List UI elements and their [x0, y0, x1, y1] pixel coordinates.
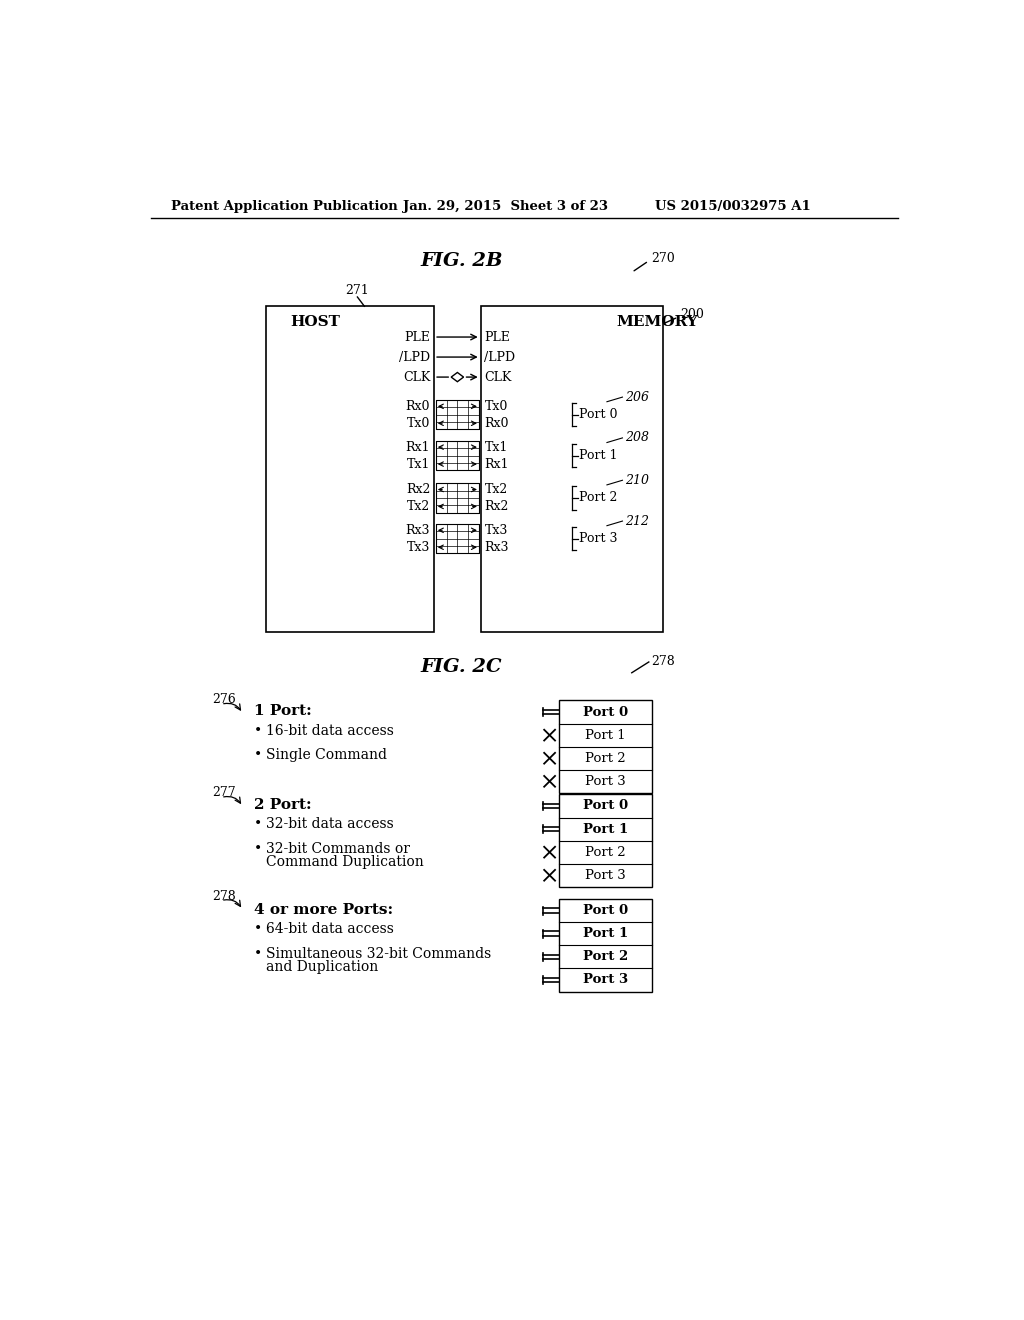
- Bar: [435, 483, 479, 512]
- Text: 200: 200: [680, 308, 703, 321]
- Bar: [435, 524, 479, 553]
- Text: CLK: CLK: [402, 371, 430, 384]
- Text: HOST: HOST: [291, 314, 341, 329]
- Text: Port 0: Port 0: [583, 705, 628, 718]
- Text: Tx3: Tx3: [407, 541, 430, 554]
- Text: Rx0: Rx0: [484, 417, 509, 430]
- Text: MEMORY: MEMORY: [616, 314, 698, 329]
- Text: •: •: [254, 723, 262, 738]
- Text: 278: 278: [651, 656, 675, 668]
- Text: 64-bit data access: 64-bit data access: [266, 923, 394, 936]
- Text: Port 3: Port 3: [583, 973, 628, 986]
- Text: Port 3: Port 3: [585, 869, 626, 882]
- Bar: [559, 795, 652, 887]
- Text: 32-bit data access: 32-bit data access: [266, 817, 393, 832]
- Bar: [435, 400, 479, 429]
- Text: 277: 277: [212, 787, 236, 800]
- Text: Rx0: Rx0: [406, 400, 430, 413]
- Text: Rx2: Rx2: [406, 483, 430, 496]
- Text: 212: 212: [625, 515, 649, 528]
- Text: Port 2: Port 2: [579, 491, 617, 504]
- Text: Port 2: Port 2: [585, 751, 626, 764]
- Text: •: •: [254, 946, 262, 961]
- Text: and Duplication: and Duplication: [266, 960, 378, 974]
- Text: PLE: PLE: [404, 330, 430, 343]
- Text: 278: 278: [212, 890, 236, 903]
- Text: •: •: [254, 842, 262, 857]
- Text: Port 1: Port 1: [579, 449, 617, 462]
- Text: Port 2: Port 2: [585, 846, 626, 859]
- Text: Port 1: Port 1: [585, 729, 626, 742]
- Text: 210: 210: [625, 474, 649, 487]
- Text: Port 1: Port 1: [583, 927, 628, 940]
- Text: 16-bit data access: 16-bit data access: [266, 723, 394, 738]
- Text: Tx2: Tx2: [484, 483, 508, 496]
- Text: FIG. 2C: FIG. 2C: [421, 657, 502, 676]
- Text: 206: 206: [625, 391, 649, 404]
- Text: Rx1: Rx1: [484, 458, 509, 471]
- Text: Port 3: Port 3: [579, 532, 617, 545]
- Text: US 2015/0032975 A1: US 2015/0032975 A1: [655, 199, 811, 213]
- Text: 32-bit Commands or: 32-bit Commands or: [266, 842, 410, 857]
- Text: Rx3: Rx3: [406, 524, 430, 537]
- Text: Port 0: Port 0: [583, 800, 628, 813]
- Bar: [266, 306, 434, 632]
- Text: 4 or more Ports:: 4 or more Ports:: [254, 903, 392, 917]
- Text: Port 0: Port 0: [583, 904, 628, 917]
- Text: Tx1: Tx1: [484, 441, 508, 454]
- Text: Tx0: Tx0: [407, 417, 430, 430]
- Text: Tx1: Tx1: [407, 458, 430, 471]
- Bar: [559, 899, 652, 991]
- Bar: [559, 701, 652, 793]
- Polygon shape: [452, 372, 464, 381]
- Text: Port 0: Port 0: [579, 408, 617, 421]
- Text: Port 1: Port 1: [583, 822, 628, 836]
- Text: Tx2: Tx2: [407, 500, 430, 513]
- Text: 208: 208: [625, 432, 649, 445]
- Text: 2 Port:: 2 Port:: [254, 799, 311, 812]
- Text: Tx0: Tx0: [484, 400, 508, 413]
- Text: Rx1: Rx1: [406, 441, 430, 454]
- Text: Command Duplication: Command Duplication: [266, 855, 424, 869]
- Text: 276: 276: [212, 693, 236, 706]
- Text: Port 3: Port 3: [585, 775, 626, 788]
- Text: Port 2: Port 2: [583, 950, 628, 964]
- Text: Patent Application Publication: Patent Application Publication: [171, 199, 397, 213]
- Bar: [435, 441, 479, 470]
- Text: Rx3: Rx3: [484, 541, 509, 554]
- Text: FIG. 2B: FIG. 2B: [420, 252, 503, 269]
- Text: 270: 270: [651, 252, 675, 265]
- Text: •: •: [254, 923, 262, 936]
- Text: PLE: PLE: [484, 330, 510, 343]
- Text: CLK: CLK: [484, 371, 512, 384]
- Text: 1 Port:: 1 Port:: [254, 705, 311, 718]
- Text: Simultaneous 32-bit Commands: Simultaneous 32-bit Commands: [266, 946, 492, 961]
- Text: •: •: [254, 817, 262, 832]
- Text: •: •: [254, 748, 262, 762]
- Text: 271: 271: [345, 284, 370, 297]
- Text: Jan. 29, 2015  Sheet 3 of 23: Jan. 29, 2015 Sheet 3 of 23: [403, 199, 608, 213]
- Text: /LPD: /LPD: [484, 351, 516, 363]
- Text: /LPD: /LPD: [399, 351, 430, 363]
- Text: Tx3: Tx3: [484, 524, 508, 537]
- Text: Rx2: Rx2: [484, 500, 509, 513]
- Text: Single Command: Single Command: [266, 748, 387, 762]
- Bar: [480, 306, 663, 632]
